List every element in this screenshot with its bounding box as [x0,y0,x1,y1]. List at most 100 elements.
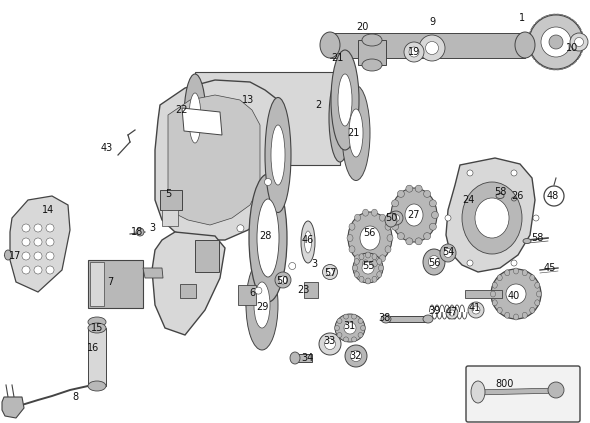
Wedge shape [542,42,556,69]
Ellipse shape [379,214,385,221]
Bar [238,285,256,305]
Text: 56: 56 [363,228,375,238]
Ellipse shape [449,310,455,316]
Text: 56: 56 [428,258,440,268]
Text: 8: 8 [72,392,78,402]
Ellipse shape [358,319,363,324]
Ellipse shape [304,231,312,253]
Ellipse shape [323,264,337,280]
Ellipse shape [445,215,451,221]
Ellipse shape [530,307,535,313]
Ellipse shape [271,125,285,185]
Wedge shape [549,14,556,42]
Text: 34: 34 [301,353,313,363]
Wedge shape [529,31,556,42]
Ellipse shape [354,272,359,277]
Polygon shape [195,72,340,165]
Wedge shape [556,15,571,42]
Wedge shape [535,19,556,42]
Ellipse shape [347,234,353,242]
Ellipse shape [88,323,106,333]
Ellipse shape [22,252,30,260]
Ellipse shape [513,314,519,320]
Ellipse shape [136,228,144,236]
Ellipse shape [352,314,356,319]
Polygon shape [330,33,525,58]
Wedge shape [556,42,584,53]
Ellipse shape [423,315,433,323]
Ellipse shape [497,307,502,313]
Ellipse shape [349,109,363,157]
Ellipse shape [548,382,564,398]
Ellipse shape [46,224,54,232]
Polygon shape [385,316,428,322]
Ellipse shape [34,266,42,274]
Text: 9: 9 [429,17,435,27]
Wedge shape [528,38,556,45]
Ellipse shape [529,15,583,69]
Wedge shape [556,38,584,45]
Ellipse shape [338,74,352,126]
Text: 21: 21 [347,128,359,138]
Ellipse shape [22,224,30,232]
Text: 29: 29 [256,302,268,312]
Ellipse shape [349,223,355,230]
Ellipse shape [329,74,351,162]
Text: 50: 50 [385,213,397,223]
Ellipse shape [425,41,438,55]
Ellipse shape [360,226,380,250]
Text: 20: 20 [356,22,368,32]
Ellipse shape [406,238,413,245]
Ellipse shape [379,265,384,271]
Text: 54: 54 [442,247,454,257]
Text: 32: 32 [349,351,361,361]
Ellipse shape [497,275,502,281]
Ellipse shape [533,215,539,221]
Bar [160,190,182,210]
Ellipse shape [530,275,535,281]
Ellipse shape [46,252,54,260]
Ellipse shape [387,234,393,242]
Text: 19: 19 [408,47,420,57]
Ellipse shape [337,319,342,324]
Ellipse shape [362,262,374,274]
Text: 38: 38 [378,313,390,323]
Wedge shape [556,42,571,69]
Ellipse shape [324,338,336,349]
Text: 41: 41 [469,303,481,313]
Wedge shape [556,42,577,65]
Ellipse shape [406,185,413,192]
Text: 47: 47 [446,307,458,317]
Ellipse shape [471,381,485,403]
Text: 46: 46 [302,235,314,245]
Ellipse shape [377,272,382,277]
Bar [88,328,106,386]
Ellipse shape [389,211,403,225]
Wedge shape [529,42,556,53]
Ellipse shape [372,209,378,216]
Wedge shape [531,42,556,60]
FancyBboxPatch shape [466,366,580,422]
Text: 13: 13 [242,95,254,105]
Ellipse shape [359,254,364,260]
Wedge shape [556,14,563,42]
Ellipse shape [511,260,517,266]
Ellipse shape [379,255,385,262]
Ellipse shape [522,312,527,318]
Ellipse shape [444,248,452,258]
Ellipse shape [335,314,365,342]
Ellipse shape [535,282,540,288]
Ellipse shape [343,337,349,342]
Ellipse shape [344,322,356,334]
Ellipse shape [405,204,423,226]
Ellipse shape [249,174,287,302]
Wedge shape [531,24,556,42]
Ellipse shape [430,223,437,230]
Ellipse shape [372,254,377,260]
Ellipse shape [392,223,399,230]
Ellipse shape [467,170,473,176]
Ellipse shape [492,282,497,288]
Text: 23: 23 [297,285,309,295]
Ellipse shape [541,27,571,57]
Ellipse shape [34,224,42,232]
